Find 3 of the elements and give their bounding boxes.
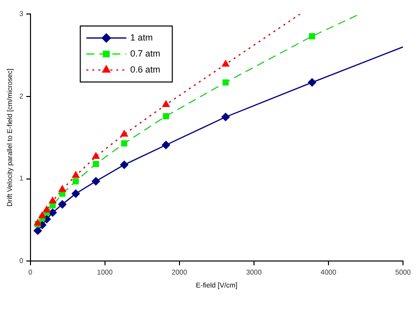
legend-label: 0.7 atm bbox=[130, 48, 160, 58]
legend-label: 0.6 atm bbox=[130, 64, 160, 74]
legend-label: 1 atm bbox=[130, 32, 153, 42]
